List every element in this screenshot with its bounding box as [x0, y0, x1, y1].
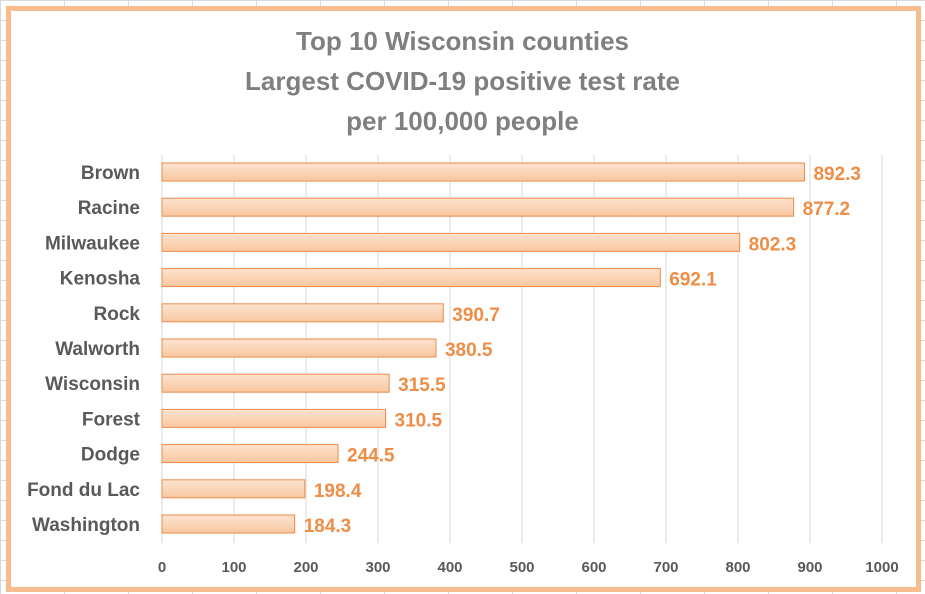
x-tick-label: 500	[509, 559, 534, 576]
category-label: Milwaukee	[45, 233, 140, 254]
data-label: 184.3	[304, 516, 352, 537]
x-tick-label: 300	[365, 559, 390, 576]
x-tick-label: 0	[158, 559, 166, 576]
category-label: Racine	[78, 198, 140, 219]
data-label: 390.7	[452, 305, 500, 326]
bar	[161, 373, 390, 393]
bar	[161, 479, 306, 499]
x-tick-label: 1000	[865, 559, 898, 576]
bar	[161, 303, 444, 323]
bar	[161, 444, 339, 464]
x-tick-label: 200	[293, 559, 318, 576]
x-tick-label: 600	[581, 559, 606, 576]
x-tick-label: 900	[797, 559, 822, 576]
x-tick-label: 100	[221, 559, 246, 576]
data-label: 692.1	[669, 270, 717, 291]
x-tick-label: 700	[653, 559, 678, 576]
x-tick-label: 800	[725, 559, 750, 576]
data-label: 892.3	[813, 164, 861, 185]
category-label: Washington	[32, 515, 140, 536]
x-tick-label: 400	[437, 559, 462, 576]
category-label: Wisconsin	[45, 374, 140, 395]
data-label: 380.5	[445, 340, 493, 361]
bar	[161, 268, 661, 288]
data-label: 877.2	[803, 199, 851, 220]
data-label: 310.5	[395, 410, 443, 431]
data-label: 315.5	[398, 375, 446, 396]
bar	[161, 408, 387, 428]
bar	[161, 232, 741, 252]
category-label: Fond du Lac	[27, 480, 140, 501]
chart-frame	[6, 6, 921, 592]
bar	[161, 514, 296, 534]
x-axis-ticks: 0 100 200 300 400 500 600 700 800 900 1000	[158, 559, 899, 576]
chart-title-line-3: per 100,000 people	[346, 106, 579, 136]
data-label: 198.4	[314, 481, 362, 502]
category-label: Walworth	[55, 339, 140, 360]
data-label: 802.3	[749, 234, 797, 255]
data-label: 244.5	[347, 446, 395, 467]
category-labels: Brown Racine Milwaukee Kenosha Rock Walworth W…	[27, 163, 141, 536]
chart-title-line-1: Top 10 Wisconsin counties	[296, 26, 629, 56]
category-label: Brown	[81, 163, 140, 184]
category-label: Dodge	[81, 445, 140, 466]
category-label: Rock	[94, 304, 141, 325]
bar	[161, 338, 437, 358]
value-labels: 892.3 877.2 802.3 692.1 390.7 380.5 315.5 310.5…	[304, 164, 861, 537]
bar	[161, 162, 805, 182]
category-label: Kenosha	[60, 269, 141, 290]
bar	[161, 197, 795, 217]
category-label: Forest	[82, 409, 141, 430]
chart-title-line-2: Largest COVID-19 positive test rate	[245, 66, 680, 96]
bars	[161, 162, 805, 534]
